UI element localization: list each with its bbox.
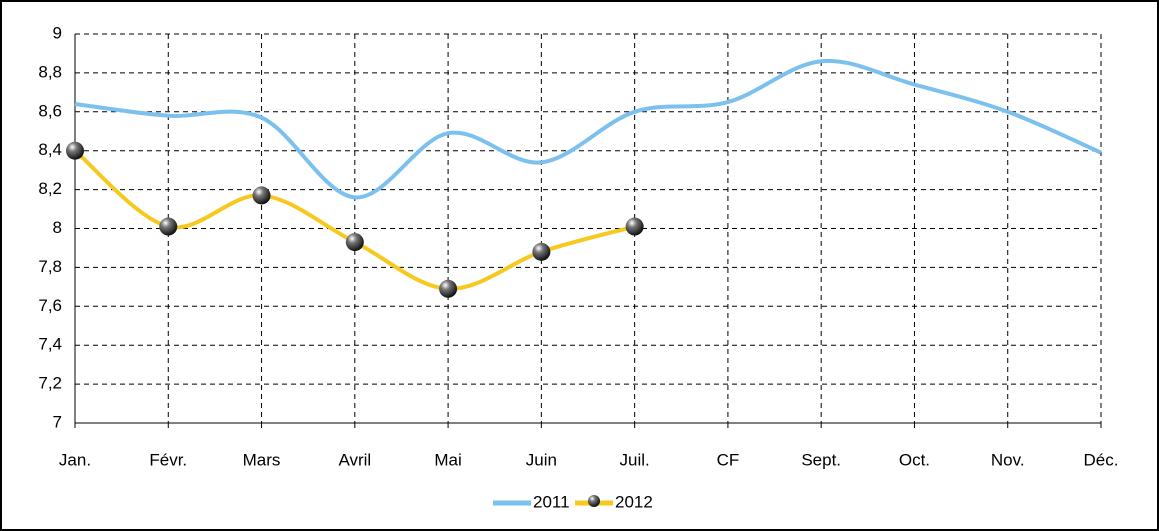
y-tick-label: 8,6 bbox=[38, 101, 62, 120]
y-tick-label: 8,8 bbox=[38, 62, 62, 81]
legend-label: 2011 bbox=[533, 492, 570, 511]
series-line bbox=[74, 58, 1102, 200]
y-tick-label: 7 bbox=[53, 412, 62, 431]
y-tick-label: 7,8 bbox=[38, 257, 62, 276]
y-tick-label: 8,2 bbox=[38, 179, 62, 198]
x-tick-label: CF bbox=[717, 450, 740, 469]
legend-label: 2012 bbox=[615, 492, 653, 511]
x-tick-label: Déc. bbox=[1084, 450, 1119, 469]
x-tick-label: Avril bbox=[338, 450, 371, 469]
x-tick-label: Sept. bbox=[801, 450, 841, 469]
point-marker bbox=[439, 279, 458, 298]
y-tick-label: 8,4 bbox=[38, 140, 62, 159]
y-tick-label: 7,2 bbox=[38, 374, 62, 393]
x-tick-label: Juin bbox=[526, 450, 557, 469]
x-tick-label: Mars bbox=[243, 450, 281, 469]
point-marker bbox=[345, 233, 364, 252]
point-marker bbox=[532, 242, 551, 261]
y-tick-label: 7,4 bbox=[38, 335, 62, 354]
legend-marker bbox=[588, 495, 600, 507]
x-tick-label: Févr. bbox=[149, 450, 187, 469]
y-tick-label: 7,6 bbox=[38, 296, 62, 315]
point-marker bbox=[159, 217, 178, 236]
x-tick-label: Mai bbox=[434, 450, 461, 469]
x-tick-label: Juil. bbox=[620, 450, 650, 469]
point-marker bbox=[66, 141, 84, 160]
point-marker bbox=[625, 217, 644, 236]
y-tick-label: 9 bbox=[53, 23, 62, 42]
x-tick-label: Oct. bbox=[899, 450, 930, 469]
y-tick-label: 8 bbox=[53, 218, 62, 237]
x-tick-label: Nov. bbox=[991, 450, 1025, 469]
x-tick-label: Jan. bbox=[59, 450, 91, 469]
point-marker bbox=[252, 186, 271, 205]
